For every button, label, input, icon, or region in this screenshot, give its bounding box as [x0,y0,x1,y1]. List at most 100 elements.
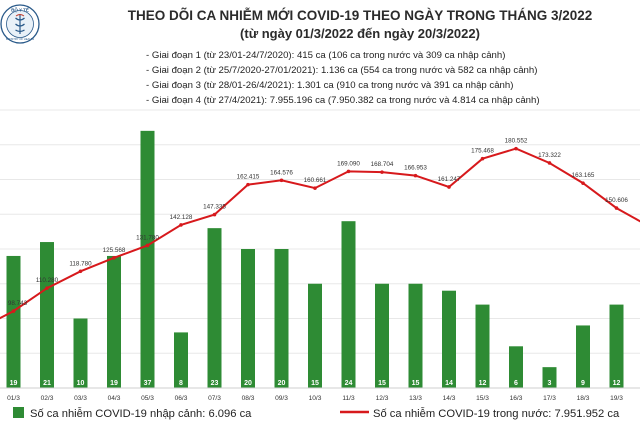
line-point-18-3 [581,181,585,185]
x-tick-label: 10/3 [309,395,322,402]
x-tick-label: 17/3 [543,395,556,402]
plot-area: 19211019378232020152415151412639122 98.7… [0,109,640,402]
phase-note-2: - Giai đoạn 2 (từ 25/7/2020-27/01/2021):… [146,65,537,76]
bar-14-3 [442,290,456,388]
x-tick-label: 14/3 [443,395,456,402]
bar-03-3 [73,318,88,388]
x-tick-label: 04/3 [108,395,121,402]
line-point-04-3 [112,256,116,260]
line-value-label: 160.661 [304,177,327,184]
x-tick-label: 16/3 [510,395,523,402]
bar-label: 20 [244,380,252,387]
x-tick-label: 02/3 [41,395,54,402]
line-point-19-3 [614,206,619,210]
caduceus-icon [15,14,25,34]
line-value-label: 110.280 [36,277,59,284]
line-value-label: 125.568 [103,247,126,254]
line-value-label: 98.743 [8,300,28,307]
bar-label: 15 [412,380,420,387]
line-point-13-3 [413,173,418,178]
line-value-label: 118.780 [69,260,92,267]
bar-label: 12 [479,380,487,387]
bar-19-3 [609,304,624,388]
x-tick-label: 05/3 [141,395,154,402]
line-value-label: 175.468 [471,148,494,155]
bar-label: 12 [613,380,621,387]
phase-note-1: - Giai đoạn 1 (từ 23/01-24/7/2020): 415 … [146,50,505,61]
x-tick-label: 11/3 [342,395,355,402]
bar-08-3 [241,249,255,388]
line-labels: 98.743 110.280 118.780 125.568 131.780 142.12… [8,138,629,307]
x-tick-labels: 01/3 02/3 03/3 04/3 05/3 06/3 07/3 08/3 09/3 10/3… [7,395,623,402]
x-tick-label: 08/3 [242,395,255,402]
legend: Số ca nhiễm COVID-19 nhập cảnh: 6.096 ca… [13,407,620,420]
line-point-16-3 [514,146,518,151]
bar-10-3 [308,283,322,388]
bar-02-3 [40,242,54,388]
phase-note-3: - Giai đoạn 3 (từ 28/01-26/4/2021): 1.30… [146,80,513,91]
line-point-14-3 [447,185,451,189]
line-point-03-3 [78,269,83,274]
x-tick-label: 09/3 [275,395,288,402]
bars-series [6,130,624,388]
bar-label: 14 [445,380,453,387]
chart-title: THEO DÕI CA NHIỄM MỚI COVID-19 THEO NGÀY… [128,8,593,23]
bar-11-3 [341,221,356,388]
line-value-label: 168.704 [371,161,394,168]
bar-17-3 [542,367,557,388]
x-tick-label: 01/3 [7,395,20,402]
line-point-02-3 [45,286,49,290]
x-tick-label: 13/3 [409,395,422,402]
bar-label: 8 [179,380,183,387]
x-tick-label: 12/3 [376,395,389,402]
phase-notes: - Giai đoạn 1 (từ 23/01-24/7/2020): 415 … [146,50,540,106]
x-tick-label: 07/3 [208,395,221,402]
bar-label: 21 [43,380,51,387]
bar-label: 19 [110,380,118,387]
line-value-label: 169.090 [337,160,360,167]
line-point-15-3 [480,156,485,161]
line-markers [11,146,619,313]
line-point-07-3 [212,212,217,217]
line-value-label: 150.606 [605,197,628,204]
bar-01-3 [6,255,21,388]
bar-05-3 [140,130,155,388]
line-point-09-3 [279,178,284,183]
bar-07-3 [207,228,222,388]
ministry-of-health-logo: BỘ Y TẾ MINISTRY OF HEALTH [0,4,40,44]
line-value-label: 142.128 [170,214,193,221]
x-tick-label: 15/3 [476,395,489,402]
logo-text-bottom: MINISTRY OF HEALTH [6,37,34,41]
line-value-label: 147.335 [203,204,226,211]
bar-09-3 [274,249,289,388]
line-point-11-3 [346,169,351,174]
line-value-label: 163.165 [572,172,595,179]
line-point-05-3 [145,243,150,248]
bar-label: 15 [378,380,386,387]
line-point-17-3 [547,161,552,165]
line-value-label: 161.247 [438,176,461,183]
line-point-12-3 [380,170,384,174]
line-point-08-3 [246,182,250,187]
phase-note-4: - Giai đoạn 4 (từ 27/4/2021): 7.955.196 … [146,95,540,106]
bar-label: 9 [581,380,585,387]
line-point-01-3 [11,309,16,313]
bar-04-3 [107,255,121,388]
line-value-label: 131.780 [136,234,159,241]
x-tick-label: 19/3 [610,395,623,402]
x-tick-label: 18/3 [577,395,590,402]
bar-label: 20 [278,380,286,387]
x-tick-label: 06/3 [175,395,188,402]
legend-line-label: Số ca nhiễm COVID-19 trong nước: 7.951.9… [373,407,620,420]
bar-labels: 19211019378232020152415151412639122 [10,380,621,387]
bar-18-3 [576,325,590,388]
bar-13-3 [408,283,423,388]
bar-label: 23 [211,380,219,387]
bar-12-3 [375,283,389,388]
bar-15-3 [475,304,490,388]
line-value-label: 164.576 [270,169,293,176]
x-tick-label: 03/3 [74,395,87,402]
bar-label: 3 [548,380,552,387]
logo-text-top: BỘ Y TẾ [11,6,29,13]
bar-06-3 [174,332,188,388]
